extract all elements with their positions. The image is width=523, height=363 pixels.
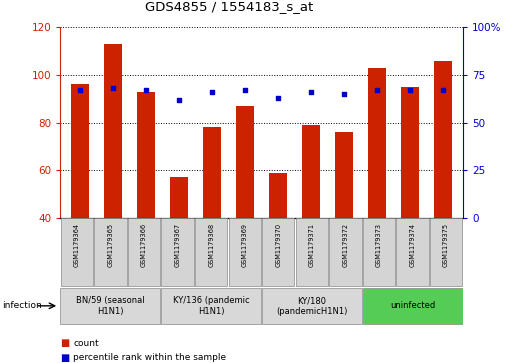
Point xyxy=(373,87,381,93)
Text: infection: infection xyxy=(3,301,42,310)
Text: GSM1179372: GSM1179372 xyxy=(343,223,348,268)
Text: GSM1179375: GSM1179375 xyxy=(443,223,449,268)
Point xyxy=(439,87,447,93)
Text: GSM1179373: GSM1179373 xyxy=(376,223,382,267)
Point xyxy=(307,89,315,95)
Point xyxy=(142,87,150,93)
Bar xyxy=(363,219,395,286)
Text: ■: ■ xyxy=(60,338,70,348)
Bar xyxy=(302,125,320,313)
Text: BN/59 (seasonal
H1N1): BN/59 (seasonal H1N1) xyxy=(76,296,145,315)
Text: GSM1179367: GSM1179367 xyxy=(175,223,180,268)
Text: GDS4855 / 1554183_s_at: GDS4855 / 1554183_s_at xyxy=(145,0,313,13)
Bar xyxy=(104,44,122,313)
Point xyxy=(241,87,249,93)
Bar xyxy=(396,219,429,286)
Text: GSM1179364: GSM1179364 xyxy=(74,223,80,268)
Point xyxy=(406,87,414,93)
Point xyxy=(76,87,84,93)
Bar xyxy=(329,219,361,286)
Bar xyxy=(61,287,161,324)
Bar xyxy=(137,91,155,313)
Bar xyxy=(229,219,261,286)
Point xyxy=(274,95,282,101)
Text: GSM1179374: GSM1179374 xyxy=(410,223,415,268)
Point xyxy=(175,97,183,102)
Bar xyxy=(269,172,287,313)
Bar xyxy=(195,219,228,286)
Bar xyxy=(335,132,353,313)
Text: ■: ■ xyxy=(60,352,70,363)
Text: KY/136 (pandemic
H1N1): KY/136 (pandemic H1N1) xyxy=(173,296,249,315)
Bar xyxy=(368,68,386,313)
Bar xyxy=(262,287,362,324)
Text: uninfected: uninfected xyxy=(390,301,435,310)
Point xyxy=(109,85,117,91)
Text: GSM1179365: GSM1179365 xyxy=(108,223,113,268)
Bar xyxy=(236,106,254,313)
Text: GSM1179366: GSM1179366 xyxy=(141,223,147,268)
Bar xyxy=(162,219,194,286)
Text: KY/180
(pandemicH1N1): KY/180 (pandemicH1N1) xyxy=(276,296,347,315)
Bar xyxy=(71,84,89,313)
Text: percentile rank within the sample: percentile rank within the sample xyxy=(73,353,226,362)
Bar xyxy=(262,219,294,286)
Point xyxy=(208,89,216,95)
Bar xyxy=(61,219,93,286)
Bar xyxy=(203,127,221,313)
Bar xyxy=(161,287,261,324)
Bar xyxy=(430,219,462,286)
Text: GSM1179368: GSM1179368 xyxy=(208,223,214,268)
Text: count: count xyxy=(73,339,99,347)
Bar xyxy=(94,219,127,286)
Bar xyxy=(401,87,419,313)
Bar xyxy=(170,177,188,313)
Point xyxy=(340,91,348,97)
Bar xyxy=(128,219,160,286)
Bar xyxy=(295,219,328,286)
Bar xyxy=(434,61,452,313)
Text: GSM1179369: GSM1179369 xyxy=(242,223,248,267)
Bar xyxy=(362,287,462,324)
Text: GSM1179371: GSM1179371 xyxy=(309,223,315,267)
Text: GSM1179370: GSM1179370 xyxy=(275,223,281,268)
